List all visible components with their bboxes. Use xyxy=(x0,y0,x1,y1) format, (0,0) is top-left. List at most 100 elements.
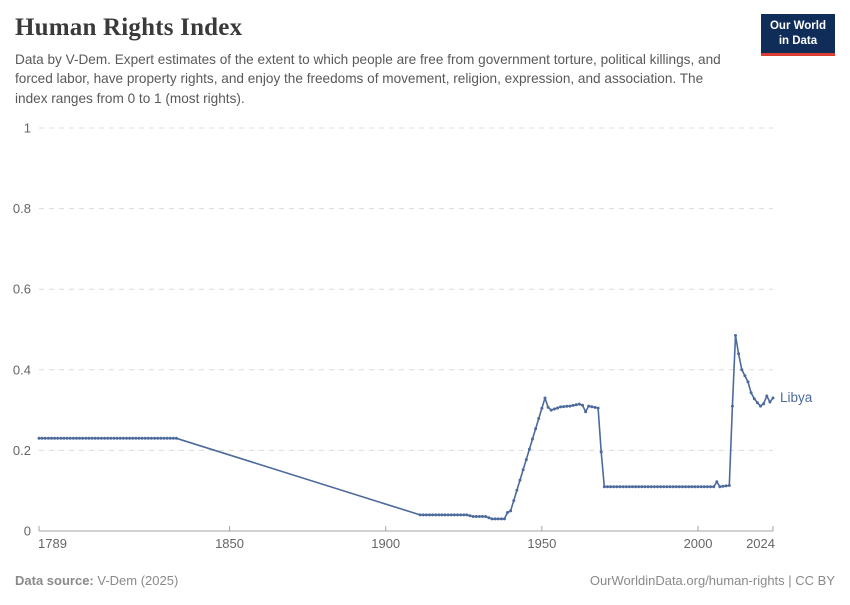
data-point-marker[interactable] xyxy=(421,513,425,517)
data-point-marker[interactable] xyxy=(677,485,681,489)
data-point-marker[interactable] xyxy=(587,404,591,408)
data-point-marker[interactable] xyxy=(712,485,716,489)
data-point-marker[interactable] xyxy=(734,334,737,337)
data-point-marker[interactable] xyxy=(502,517,506,521)
data-point-marker[interactable] xyxy=(112,436,116,440)
data-point-marker[interactable] xyxy=(634,485,638,489)
data-point-marker[interactable] xyxy=(96,436,100,440)
data-point-marker[interactable] xyxy=(662,485,666,489)
data-point-marker[interactable] xyxy=(509,509,513,513)
data-point-marker[interactable] xyxy=(446,513,450,517)
data-point-marker[interactable] xyxy=(149,436,153,440)
data-point-marker[interactable] xyxy=(655,485,659,489)
data-point-marker[interactable] xyxy=(746,380,750,384)
data-point-marker[interactable] xyxy=(665,485,669,489)
data-point-marker[interactable] xyxy=(581,403,584,407)
data-point-marker[interactable] xyxy=(143,436,147,440)
data-point-marker[interactable] xyxy=(602,485,606,489)
data-point-marker[interactable] xyxy=(468,514,472,518)
data-point-marker[interactable] xyxy=(121,436,125,440)
data-line-libya[interactable] xyxy=(39,334,774,520)
data-point-marker[interactable] xyxy=(93,436,97,440)
data-point-marker[interactable] xyxy=(724,484,728,488)
data-point-marker[interactable] xyxy=(106,436,110,440)
data-point-marker[interactable] xyxy=(609,485,613,489)
data-point-marker[interactable] xyxy=(690,485,694,489)
data-point-marker[interactable] xyxy=(593,405,597,409)
data-point-marker[interactable] xyxy=(115,436,119,440)
data-point-marker[interactable] xyxy=(715,480,719,484)
data-point-marker[interactable] xyxy=(721,484,725,488)
data-point-marker[interactable] xyxy=(759,404,762,408)
data-point-marker[interactable] xyxy=(484,515,488,518)
data-point-marker[interactable] xyxy=(571,403,575,407)
data-point-marker[interactable] xyxy=(762,402,766,406)
data-point-marker[interactable] xyxy=(680,485,684,489)
data-point-marker[interactable] xyxy=(125,436,128,440)
data-point-marker[interactable] xyxy=(624,485,628,489)
data-point-marker[interactable] xyxy=(427,513,431,517)
data-point-marker[interactable] xyxy=(100,436,103,440)
data-point-marker[interactable] xyxy=(512,499,516,503)
data-point-marker[interactable] xyxy=(612,485,616,489)
data-point-marker[interactable] xyxy=(487,516,491,520)
data-point-marker[interactable] xyxy=(168,436,172,440)
data-point-marker[interactable] xyxy=(56,436,60,440)
data-point-marker[interactable] xyxy=(471,515,475,518)
data-point-marker[interactable] xyxy=(431,513,434,517)
data-point-marker[interactable] xyxy=(449,513,453,517)
data-point-marker[interactable] xyxy=(496,517,500,521)
data-point-marker[interactable] xyxy=(549,408,553,412)
data-point-marker[interactable] xyxy=(40,436,44,440)
data-point-marker[interactable] xyxy=(668,485,672,489)
data-point-marker[interactable] xyxy=(577,402,581,406)
data-point-marker[interactable] xyxy=(437,513,441,517)
data-point-marker[interactable] xyxy=(630,485,634,489)
data-point-marker[interactable] xyxy=(87,436,91,440)
data-point-marker[interactable] xyxy=(477,515,481,518)
data-point-marker[interactable] xyxy=(440,513,444,517)
data-point-marker[interactable] xyxy=(521,468,525,472)
data-point-marker[interactable] xyxy=(652,485,656,489)
data-point-marker[interactable] xyxy=(618,485,622,489)
data-point-marker[interactable] xyxy=(596,406,600,410)
data-point-marker[interactable] xyxy=(749,391,753,395)
data-point-marker[interactable] xyxy=(543,396,547,400)
data-point-marker[interactable] xyxy=(506,511,509,514)
data-point-marker[interactable] xyxy=(474,515,478,518)
data-point-marker[interactable] xyxy=(590,405,594,409)
data-point-marker[interactable] xyxy=(527,447,531,451)
data-point-marker[interactable] xyxy=(109,436,113,440)
data-point-marker[interactable] xyxy=(737,352,741,356)
data-point-marker[interactable] xyxy=(78,436,82,440)
data-point-marker[interactable] xyxy=(84,436,88,440)
data-point-marker[interactable] xyxy=(674,485,678,489)
data-point-marker[interactable] xyxy=(584,410,588,414)
footer-link[interactable]: OurWorldinData.org/human-rights | CC BY xyxy=(589,573,835,588)
data-point-marker[interactable] xyxy=(755,401,759,405)
data-point-marker[interactable] xyxy=(615,485,619,489)
owid-logo[interactable]: Our World in Data xyxy=(760,14,835,56)
data-point-marker[interactable] xyxy=(752,397,756,401)
data-point-marker[interactable] xyxy=(687,485,691,489)
data-point-marker[interactable] xyxy=(165,436,169,440)
data-point-marker[interactable] xyxy=(50,436,53,440)
data-point-marker[interactable] xyxy=(646,485,650,489)
data-point-marker[interactable] xyxy=(643,485,647,489)
data-point-marker[interactable] xyxy=(693,485,697,489)
data-point-marker[interactable] xyxy=(131,436,135,440)
data-point-marker[interactable] xyxy=(118,436,122,440)
data-point-marker[interactable] xyxy=(46,436,50,440)
data-point-marker[interactable] xyxy=(43,436,47,440)
data-point-marker[interactable] xyxy=(559,405,563,409)
data-point-marker[interactable] xyxy=(534,427,538,431)
data-point-marker[interactable] xyxy=(771,396,775,400)
data-point-marker[interactable] xyxy=(562,405,566,409)
data-point-marker[interactable] xyxy=(659,485,663,489)
data-point-marker[interactable] xyxy=(490,517,494,521)
data-point-marker[interactable] xyxy=(540,406,544,410)
data-point-marker[interactable] xyxy=(459,513,463,517)
data-point-marker[interactable] xyxy=(462,513,466,517)
